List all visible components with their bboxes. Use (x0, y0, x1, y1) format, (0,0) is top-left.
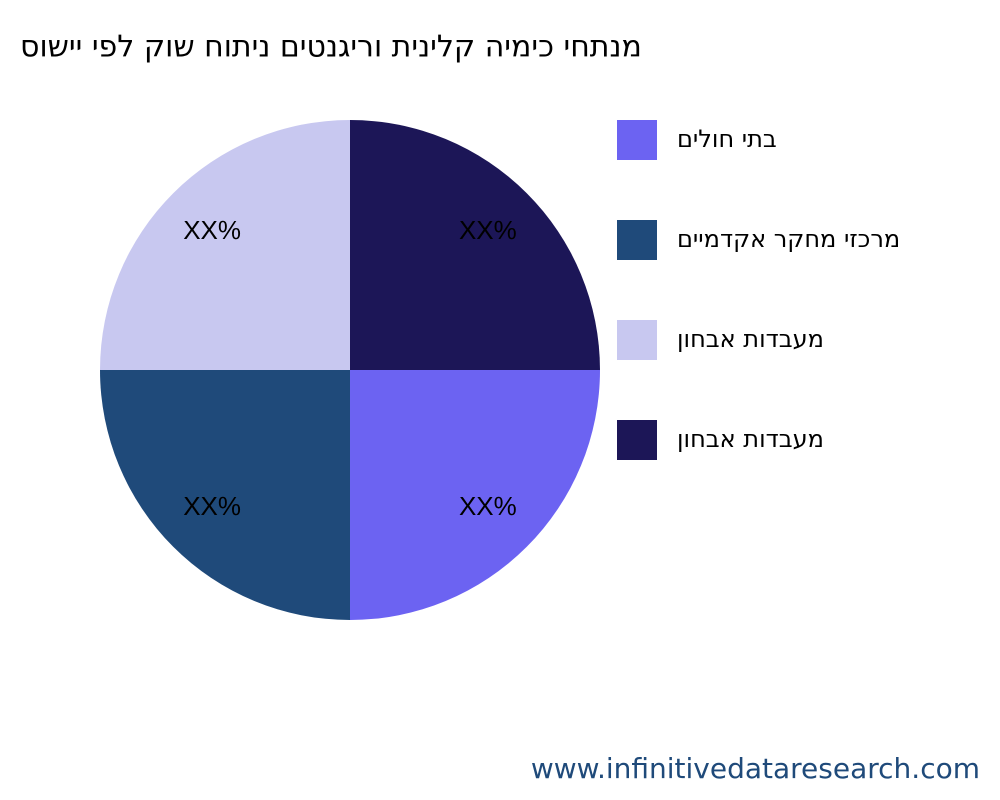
pie-slice (100, 120, 350, 370)
legend-label: םיימדקא רקחמ יזכרמ (677, 225, 900, 253)
legend-label: ןוחבא תודבעמ (677, 325, 824, 353)
legend-swatch (617, 420, 657, 460)
pie-slice (350, 370, 600, 620)
legend-label: םילוח יתב (677, 125, 777, 153)
pie-slice (100, 370, 350, 620)
watermark: www.infinitivedataresearch.com (531, 752, 980, 785)
legend-swatch (617, 120, 657, 160)
legend-swatch (617, 220, 657, 260)
slice-label: XX% (183, 215, 241, 245)
slice-label: XX% (459, 491, 517, 521)
slice-label: XX% (459, 215, 517, 245)
slice-label: XX% (183, 491, 241, 521)
pie-slice (350, 120, 600, 370)
legend-label: ןוחבא תודבעמ (677, 425, 824, 453)
chart-title: סושיי יפל קוש חותינ םיטנגירו תינילק הימי… (20, 30, 642, 65)
legend-swatch (617, 320, 657, 360)
